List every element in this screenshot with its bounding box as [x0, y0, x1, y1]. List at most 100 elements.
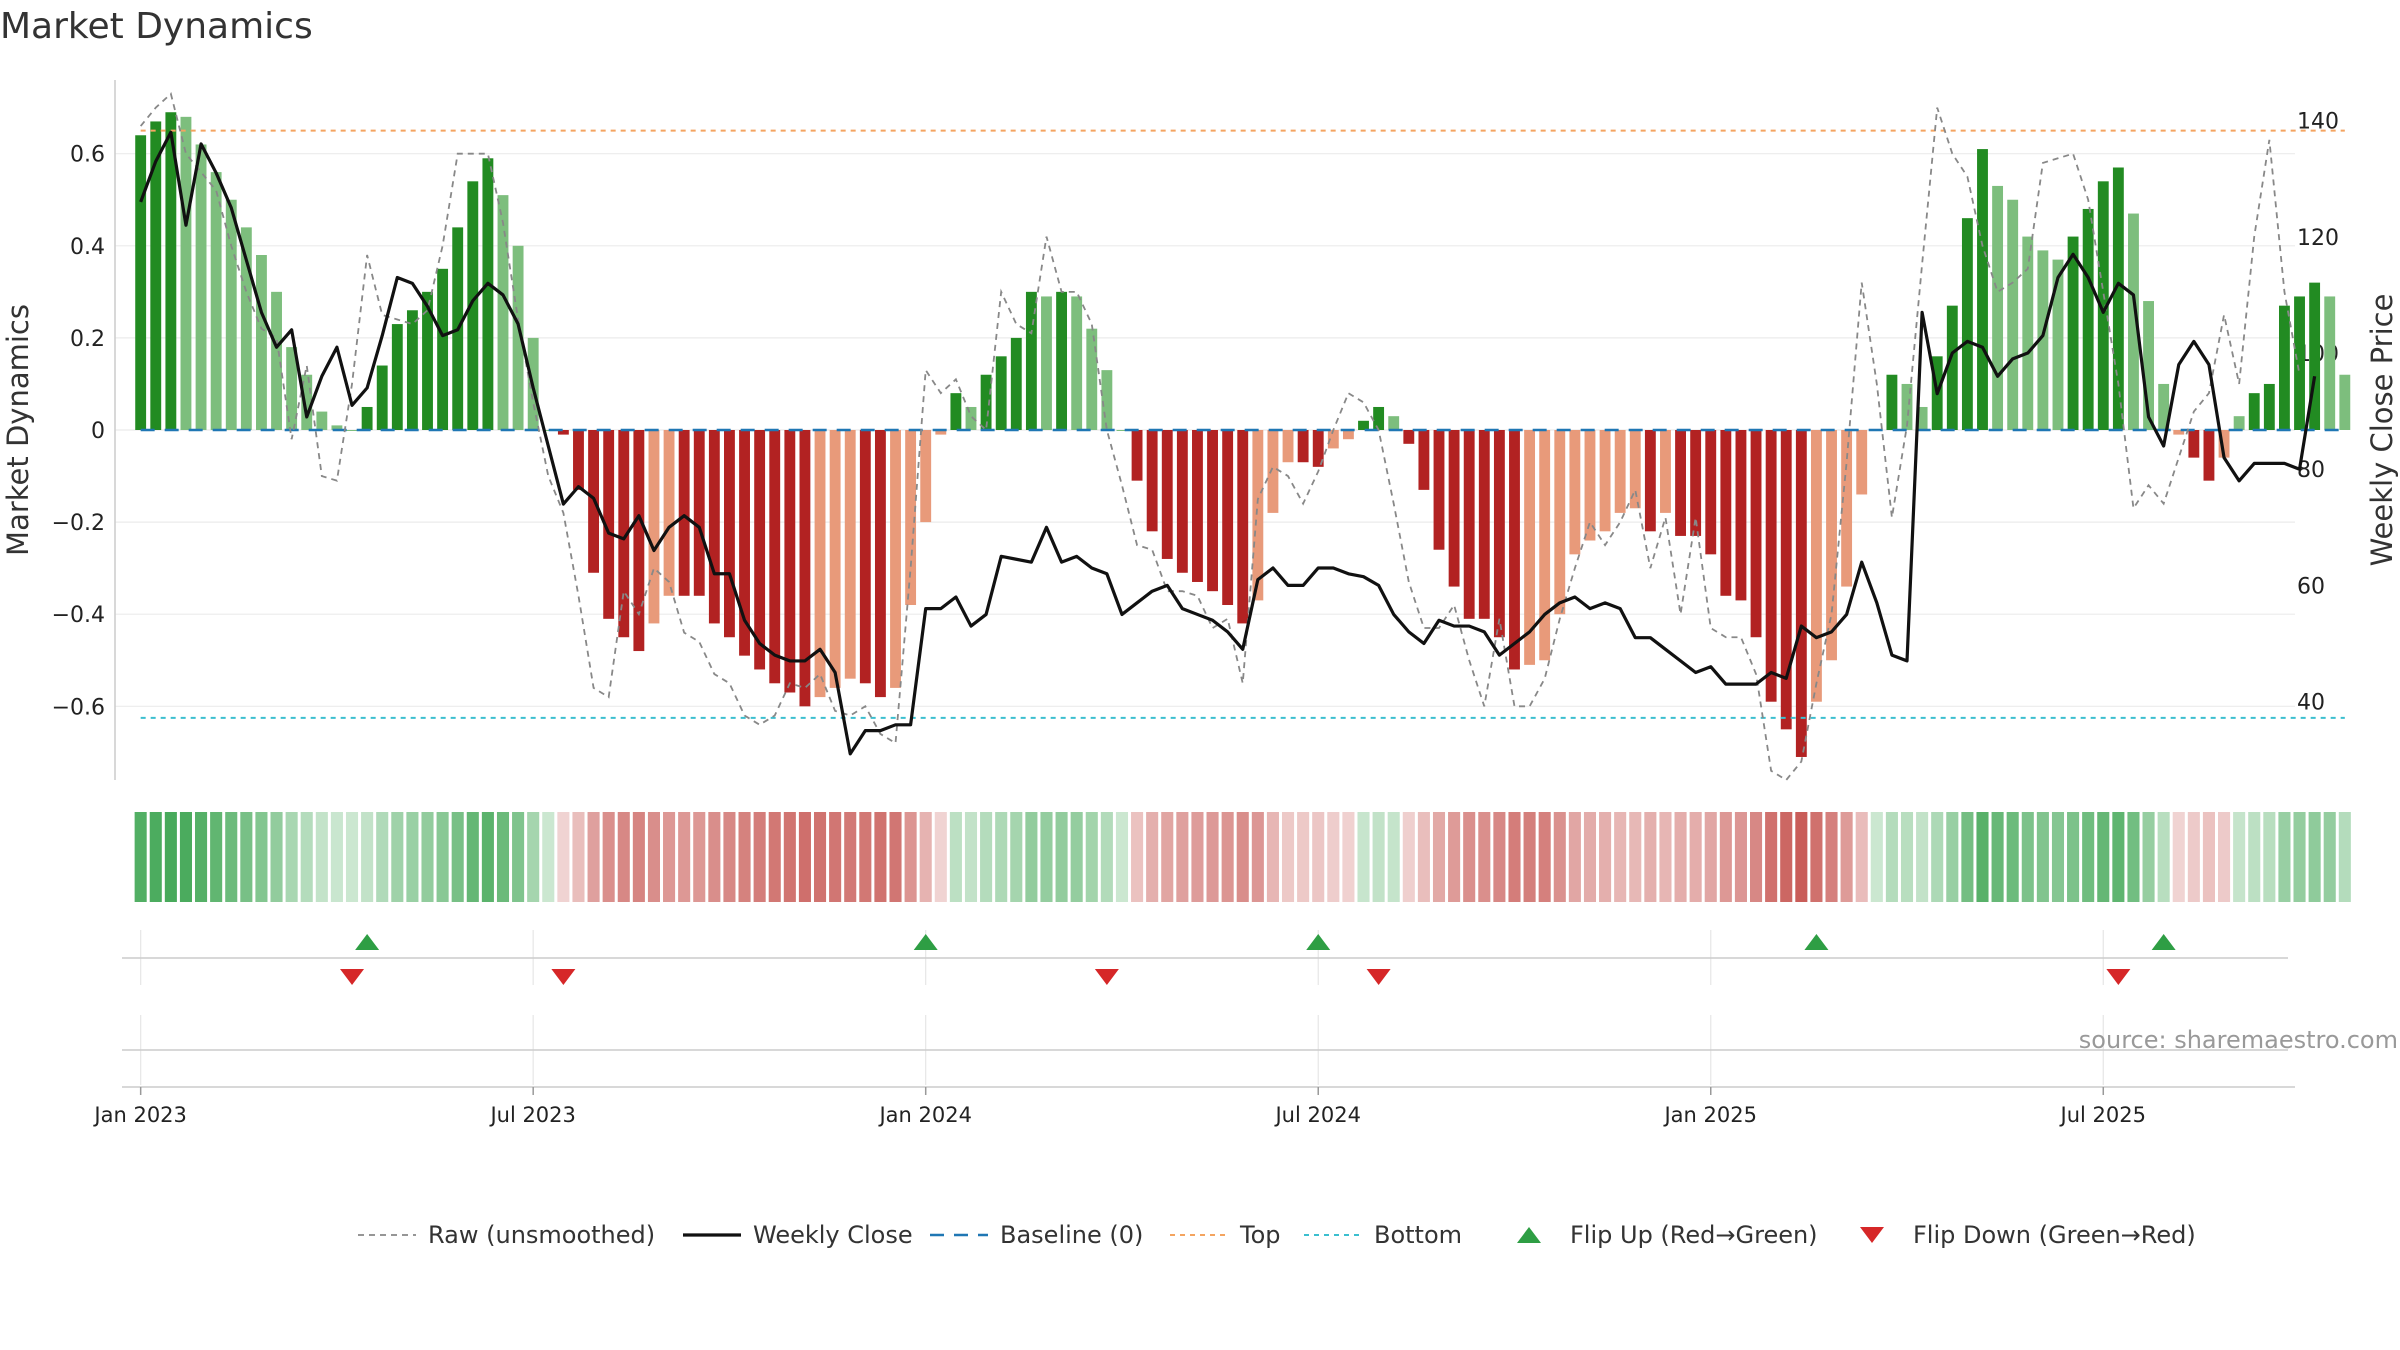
heat-strip-cell [919, 812, 932, 902]
heat-strip-cell [768, 812, 781, 902]
legend-label: Flip Down (Green→Red) [1913, 1221, 2196, 1249]
dynamics-bar [1961, 218, 1973, 430]
heat-strip-cell [2051, 812, 2065, 902]
heat-strip-cell [1599, 812, 1612, 902]
heat-strip-cell [647, 812, 660, 902]
heat-strip-cell [1765, 812, 1778, 902]
dynamics-bar [135, 135, 147, 430]
dynamics-bar [1675, 430, 1686, 536]
y-tick-label: 0.2 [70, 327, 105, 352]
heat-strip-cell [436, 812, 449, 902]
heat-strip-cell [678, 812, 691, 902]
heat-strip-cell [798, 812, 811, 902]
dynamics-bar [1569, 430, 1581, 555]
heat-strip-cell [451, 812, 464, 902]
heat-strip-cell [2308, 812, 2321, 902]
dynamics-bar [935, 430, 947, 435]
heat-strip-cell [315, 812, 328, 902]
dynamics-bar [1660, 430, 1671, 513]
dynamics-bar [165, 112, 177, 430]
dynamics-bar [2188, 430, 2200, 458]
heat-strip-cell [285, 812, 298, 902]
dynamics-bar [1629, 430, 1641, 509]
heat-strip-cell [1659, 812, 1672, 902]
dynamics-bar [874, 430, 886, 698]
heat-strip-cell [1508, 812, 1521, 902]
heat-strip-cell [1161, 812, 1174, 902]
heat-strip-cell [1840, 812, 1853, 902]
dynamics-bar [1901, 383, 1913, 430]
heat-strip-cell [1266, 812, 1279, 902]
heat-strip-cell [2187, 812, 2200, 902]
heat-strip-cell [1146, 812, 1159, 902]
heat-strip-cell [783, 812, 796, 902]
dynamics-bar [633, 430, 645, 652]
dynamics-bar [2143, 301, 2154, 430]
dynamics-bar [1327, 430, 1339, 449]
dynamics-bar [2263, 383, 2275, 430]
heat-strip-cell [1085, 812, 1098, 902]
dynamics-bar [1161, 430, 1173, 559]
dynamics-bar [1946, 305, 1958, 430]
legend-label: Flip Up (Red→Green) [1570, 1221, 1818, 1249]
y2-tick-label: 40 [2297, 691, 2325, 716]
dynamics-bar [1584, 430, 1596, 541]
dynamics-bar [754, 430, 766, 670]
heat-strip-cell [330, 812, 343, 902]
dynamics-bar [1826, 430, 1837, 661]
dynamics-bar [1539, 430, 1551, 661]
heat-strip-cell [1372, 812, 1385, 902]
heat-strip-cell [391, 812, 404, 902]
heat-strip-cell [693, 812, 706, 902]
dynamics-bar [1297, 430, 1309, 463]
dynamics-bar [1720, 430, 1732, 596]
heat-strip-cell [1176, 812, 1189, 902]
dynamics-bar [2203, 430, 2215, 481]
heat-strip-cell [1991, 812, 2004, 902]
heat-strip-cell [1297, 812, 1310, 902]
flip-up-marker [355, 934, 380, 950]
dynamics-bar [2128, 213, 2139, 430]
dynamics-bar [769, 430, 781, 684]
dynamics-bar [1176, 430, 1188, 573]
heat-strip-cell [1961, 812, 1974, 902]
heat-strip-cell [1810, 812, 1823, 902]
dynamics-bar [422, 291, 433, 430]
heat-strip-cell [1448, 812, 1461, 902]
flip-up-marker [1306, 934, 1331, 950]
source-text: source: sharemaestro.com [2079, 1026, 2398, 1054]
heat-strip-cell [1357, 812, 1370, 902]
heat-strip-cell [1115, 812, 1129, 902]
heat-strip-cell [2112, 812, 2125, 902]
heat-strip-cell [270, 812, 283, 902]
dynamics-bar [995, 356, 1007, 430]
dynamics-bar [1312, 430, 1324, 467]
dynamics-bar [1101, 370, 1113, 430]
dynamics-bar [1977, 149, 1988, 430]
dynamics-bar [225, 199, 237, 430]
dynamics-bar [814, 430, 826, 698]
dynamics-bar [1433, 430, 1445, 550]
heat-strip-cell [2157, 812, 2170, 902]
heat-strip-cell [2097, 812, 2110, 902]
heat-strip-cell [2036, 812, 2049, 902]
dynamics-bar [2022, 236, 2034, 430]
dynamics-bar [180, 116, 192, 430]
heat-strip-cell [2172, 812, 2185, 902]
dynamics-bar [1071, 296, 1083, 430]
legend-label: Weekly Close [753, 1221, 913, 1249]
heat-strip-cell [2278, 812, 2291, 902]
heat-strip-cell [1100, 812, 1113, 902]
dynamics-bar [331, 425, 343, 430]
dynamics-bar [1463, 430, 1475, 619]
heat-strip-cell [1387, 812, 1400, 902]
dynamics-bar [663, 430, 675, 596]
heat-strip-cell [2248, 812, 2261, 902]
heat-strip-cell [481, 812, 494, 902]
legend-label: Baseline (0) [1000, 1221, 1143, 1249]
heat-strip-cell [1568, 812, 1581, 902]
dynamics-bar [497, 195, 509, 430]
dynamics-bar [1010, 337, 1022, 430]
heat-strip-cell [1070, 812, 1083, 902]
